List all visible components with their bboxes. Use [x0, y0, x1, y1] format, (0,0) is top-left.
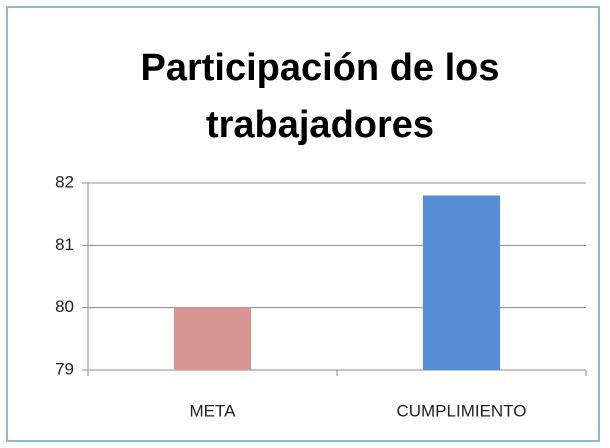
- chart-frame: [6, 6, 600, 442]
- chart-title: Participación de los trabajadores: [140, 47, 500, 146]
- y-tick-label: 82: [55, 172, 74, 191]
- x-tick-label: META: [190, 401, 237, 420]
- bar: [422, 195, 501, 370]
- y-tick-label: 80: [55, 297, 74, 316]
- x-tick-label: CUMPLIMIENTO: [396, 401, 526, 420]
- y-tick-label: 81: [55, 235, 74, 254]
- y-tick-label: 79: [55, 359, 74, 378]
- bar: [173, 307, 252, 370]
